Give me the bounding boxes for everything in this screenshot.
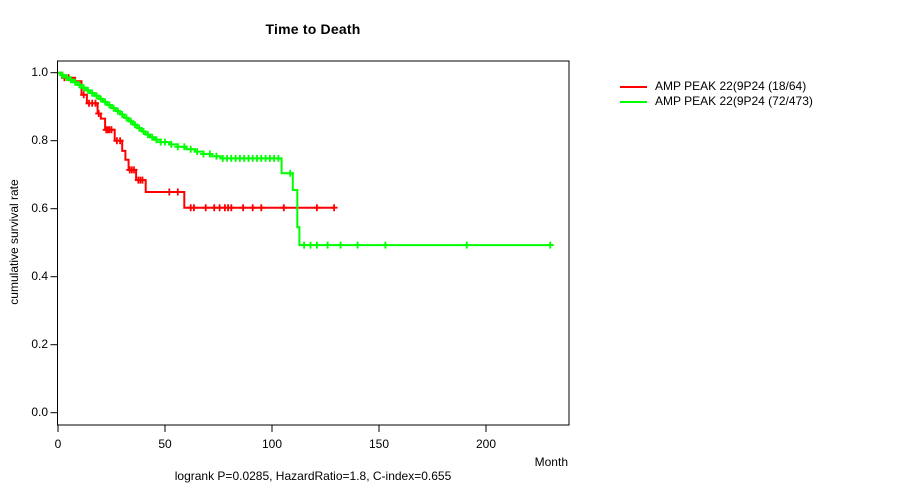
stats-caption: logrank P=0.0285, HazardRatio=1.8, C-ind… <box>174 469 452 483</box>
x-axis-label: Month <box>534 455 568 469</box>
green-line-swatch <box>620 100 647 103</box>
y-tick-label: 0.8 <box>31 133 48 148</box>
y-tick-label: 0.4 <box>31 269 48 284</box>
censor-marks-green <box>58 71 554 249</box>
chart-title: Time to Death <box>265 21 361 37</box>
survival-curve-green <box>58 71 554 247</box>
x-tick-label: 150 <box>368 437 390 451</box>
legend-label: AMP PEAK 22(9P24 (18/64) <box>655 79 807 93</box>
y-tick-label: 0.6 <box>31 201 48 216</box>
red-line-swatch <box>620 85 647 88</box>
y-tick-label: 0.0 <box>31 405 48 420</box>
x-tick-label: 0 <box>54 437 62 451</box>
legend-entry-green: AMP PEAK 22(9P24 (72/473) <box>620 94 813 109</box>
legend-label: AMP PEAK 22(9P24 (72/473) <box>655 94 813 108</box>
x-tick-label: 50 <box>158 437 172 451</box>
y-tick-label: 1.0 <box>31 65 48 80</box>
y-tick-label: 0.2 <box>31 337 48 352</box>
plot-frame <box>57 60 570 426</box>
legend-entry-red: AMP PEAK 22(9P24 (18/64) <box>620 79 813 94</box>
x-tick-label: 200 <box>475 437 497 451</box>
legend: AMP PEAK 22(9P24 (18/64) AMP PEAK 22(9P2… <box>620 79 813 109</box>
x-tick-label: 100 <box>261 437 283 451</box>
